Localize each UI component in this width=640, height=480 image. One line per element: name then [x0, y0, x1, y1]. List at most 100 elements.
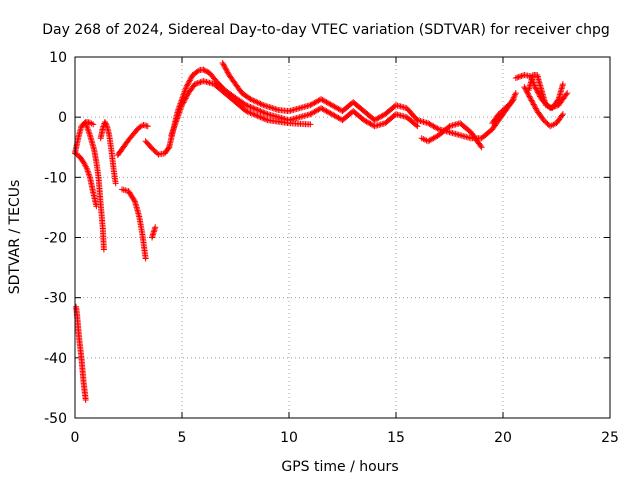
data-point	[112, 180, 119, 187]
series-trace-02	[72, 150, 100, 210]
data-point	[181, 96, 188, 103]
data-point	[515, 74, 522, 81]
data-point	[413, 122, 420, 129]
series-trace-07	[142, 138, 173, 158]
data-point	[223, 66, 230, 73]
data-point	[248, 96, 255, 103]
plot-frame	[74, 56, 611, 419]
series-trace-15	[414, 96, 517, 142]
data-point	[248, 104, 255, 111]
data-point	[179, 102, 185, 109]
data-point	[250, 97, 257, 104]
data-point	[246, 103, 253, 110]
data-point	[524, 89, 531, 96]
data-point	[563, 91, 570, 98]
grid	[75, 57, 610, 418]
data-point	[414, 123, 421, 130]
series-trace-08	[149, 224, 159, 241]
data-point	[254, 106, 261, 113]
series-trace-06	[119, 186, 149, 262]
y-tick-label: -50	[44, 411, 67, 427]
data-point	[220, 61, 227, 68]
data-point	[263, 110, 270, 117]
data-point	[256, 107, 263, 114]
data-point	[250, 111, 257, 118]
series-trace-12	[219, 60, 292, 115]
data-point	[258, 101, 265, 108]
data-point	[179, 100, 186, 107]
data-point	[254, 112, 261, 119]
data-point	[191, 81, 198, 88]
data-point	[522, 86, 529, 93]
data-point	[527, 94, 534, 101]
data-point	[184, 81, 191, 88]
data-point	[200, 66, 207, 73]
data-point	[183, 92, 190, 99]
x-tick-label: 0	[71, 430, 80, 446]
data-point	[144, 123, 151, 130]
data-point	[263, 116, 270, 123]
data-point	[185, 80, 192, 87]
data-point	[256, 100, 263, 107]
data-point	[535, 90, 542, 97]
data-point	[251, 98, 258, 105]
data-point	[244, 108, 251, 115]
data-point	[253, 98, 260, 105]
data-point	[186, 77, 193, 84]
data-point	[187, 76, 194, 83]
data-point	[528, 97, 535, 104]
data-point	[521, 84, 528, 91]
data-point	[534, 89, 541, 96]
data-point	[182, 95, 189, 102]
data-point	[258, 114, 265, 121]
data-point	[131, 197, 138, 204]
data-point	[186, 78, 193, 85]
data-point	[564, 90, 571, 97]
data-point	[221, 62, 228, 69]
data-point	[258, 108, 265, 115]
axis-tick-labels: 0 5 10 15 20 25 -50 -40 -30 -20 -10 0 10	[44, 50, 619, 446]
data-point	[525, 92, 532, 99]
data-point	[523, 88, 530, 95]
data-point	[243, 108, 250, 115]
y-tick-label: 0	[58, 110, 67, 126]
data-point	[248, 110, 255, 117]
data-point	[532, 84, 539, 91]
series-trace-10	[166, 66, 292, 151]
data-point	[244, 102, 251, 109]
series-trace-16	[418, 120, 485, 151]
data-point	[181, 98, 188, 105]
data-point	[253, 112, 260, 119]
data-point	[529, 100, 536, 107]
data-point	[518, 73, 525, 80]
y-tick-label: -20	[44, 231, 67, 247]
data-point	[530, 101, 537, 108]
y-tick-label: 10	[49, 50, 67, 66]
series-trace-17	[489, 90, 519, 127]
data-point	[256, 113, 263, 120]
data-point	[261, 115, 268, 122]
data-point	[154, 150, 161, 157]
data-point	[522, 85, 529, 92]
series-trace-13	[286, 96, 421, 124]
data-point	[434, 125, 441, 132]
series-trace-03	[82, 120, 107, 253]
data-point	[254, 99, 261, 106]
data-point	[532, 85, 539, 92]
data-point	[247, 96, 254, 103]
data-point	[188, 74, 195, 81]
data-point	[257, 114, 264, 121]
data-point	[82, 396, 89, 403]
data-point	[194, 68, 201, 75]
data-point	[526, 93, 533, 100]
data-point	[261, 109, 268, 116]
data-point	[477, 142, 484, 149]
data-point	[517, 73, 524, 80]
x-tick-label: 5	[178, 430, 187, 446]
data-point	[100, 246, 107, 253]
data-point	[529, 98, 536, 105]
data-point	[183, 82, 190, 89]
chart-title: Day 268 of 2024, Sidereal Day-to-day VTE…	[42, 22, 610, 38]
series-trace-19	[525, 72, 566, 112]
series-trace-04	[97, 118, 119, 187]
